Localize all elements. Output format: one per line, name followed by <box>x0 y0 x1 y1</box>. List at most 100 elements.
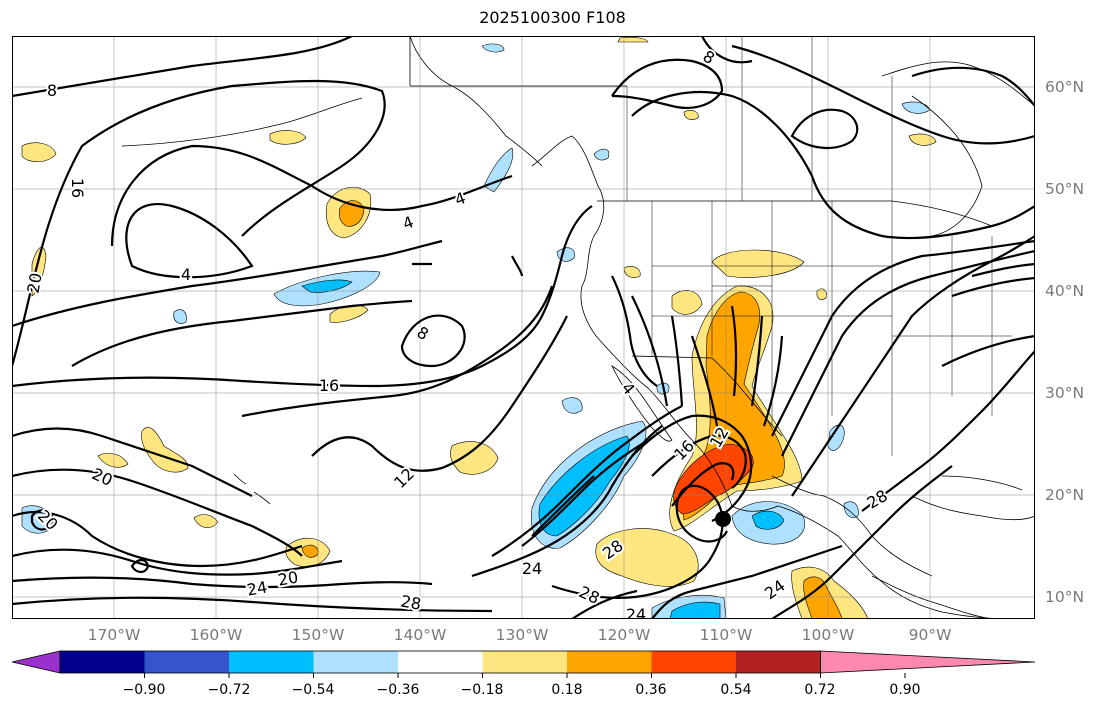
contour-line <box>631 295 684 407</box>
negative-anomaly-area <box>556 247 575 262</box>
negative-anomaly-area <box>593 148 610 161</box>
contour-line <box>110 144 513 247</box>
negative-anomaly-core <box>669 601 721 619</box>
negative-anomaly-area <box>843 501 859 518</box>
positive-anomaly-area <box>617 36 649 43</box>
contour-label: 20 <box>23 271 45 294</box>
longitude-label: 120°W <box>597 626 651 644</box>
contour-line <box>12 205 593 388</box>
storm-center-marker <box>715 511 731 527</box>
positive-anomaly-area <box>141 427 189 473</box>
positive-anomaly-area <box>595 528 699 587</box>
longitude-label: 90°W <box>908 626 952 644</box>
contour-label: 24 <box>522 559 542 578</box>
contour-label: 4 <box>181 265 191 284</box>
contour-line <box>12 36 353 98</box>
contour-line <box>671 462 735 507</box>
hudson-bay <box>911 95 983 237</box>
gulf-coastline <box>771 475 933 577</box>
contour-line <box>861 350 1035 512</box>
latitude-label: 20°N <box>1045 486 1085 504</box>
latitude-label: 30°N <box>1045 384 1085 402</box>
state-lines <box>651 201 1012 456</box>
colorbar-segment <box>482 651 568 673</box>
colorbar-segment <box>398 651 483 673</box>
negative-anomaly-area <box>481 43 505 53</box>
contour-line <box>571 589 638 619</box>
positive-anomaly-area <box>269 130 307 145</box>
colorbar-tick-label: 0.54 <box>720 682 752 698</box>
colorbar-tick-label: 0.72 <box>804 682 836 698</box>
north-america-coastline <box>531 135 1013 619</box>
longitude-label: 140°W <box>393 626 447 644</box>
contour-label: 12 <box>390 464 418 492</box>
contour-line <box>631 414 753 522</box>
contour-line <box>731 44 1035 145</box>
contour-line <box>125 203 254 279</box>
colorbar-segment <box>60 651 145 673</box>
contour-label: 4 <box>618 378 639 398</box>
contour-line <box>631 90 1035 240</box>
latitude-label: 50°N <box>1045 180 1085 198</box>
contour-line <box>690 305 784 427</box>
alaska-coastline <box>409 36 543 167</box>
colorbar-segment <box>144 651 230 673</box>
latitude-label: 40°N <box>1045 282 1085 300</box>
contour-line <box>651 434 747 489</box>
longitude-label: 130°W <box>495 626 549 644</box>
cuba-island <box>941 475 1023 491</box>
colorbar-segment <box>229 651 314 673</box>
canada-arctic-coast <box>881 61 1035 107</box>
negative-anomaly-area <box>901 101 931 114</box>
negative-anomaly-area <box>827 424 845 451</box>
contour-label: 4 <box>400 212 416 233</box>
contour-line <box>12 548 343 576</box>
contour-line <box>12 468 303 557</box>
positive-anomaly-area <box>31 246 47 297</box>
colorbar-outline <box>59 650 821 674</box>
positive-anomaly-area <box>816 288 827 300</box>
colorbar-tick-label: −0.90 <box>122 682 166 698</box>
colorbar-tick-label: −0.36 <box>376 682 420 698</box>
coastlines-and-borders <box>121 36 1035 619</box>
positive-anomaly-area <box>623 266 641 278</box>
contour-line <box>71 299 413 367</box>
colorbar-segment <box>313 651 399 673</box>
positive-anomaly-core <box>803 576 843 619</box>
longitude-label: 160°W <box>189 626 243 644</box>
longitude-label: 110°W <box>699 626 753 644</box>
contour-line <box>12 576 433 589</box>
negative-anomaly-area <box>173 309 187 324</box>
contour-label: 16 <box>68 178 87 198</box>
positive-anomaly-area <box>97 452 129 468</box>
contour-line <box>12 79 386 367</box>
contour-line <box>311 315 568 472</box>
contour-label: 24 <box>761 576 789 603</box>
contour-label: 16 <box>319 376 339 395</box>
latitude-label: 60°N <box>1045 78 1085 96</box>
contour-line <box>611 58 724 109</box>
contour-line <box>701 36 753 64</box>
contour-line <box>941 262 1035 367</box>
canada-provinces <box>626 36 893 201</box>
contour-line <box>771 239 1035 437</box>
map-title: 2025100300 F108 <box>479 8 626 27</box>
contour-line <box>911 66 1035 107</box>
contour-line <box>651 544 843 619</box>
colorbar-tick-label: 0.18 <box>551 682 583 698</box>
contour-line <box>491 405 683 557</box>
contour-line <box>412 255 524 277</box>
contour-line <box>30 509 56 531</box>
central-america <box>871 495 1035 619</box>
contour-label: 24 <box>626 605 646 619</box>
positive-anomaly-area <box>711 249 805 278</box>
aleutian-chain <box>121 97 363 147</box>
us-canada-border <box>597 200 993 227</box>
colorbar-extend-low <box>11 650 61 674</box>
positive-anomaly-area <box>671 290 703 315</box>
colorbar-tick-label: −0.18 <box>460 682 504 698</box>
colorbar-tick-label: −0.72 <box>207 682 251 698</box>
negative-anomaly-area <box>483 147 514 193</box>
positive-anomaly-area <box>908 133 937 146</box>
contour-line <box>12 239 443 328</box>
